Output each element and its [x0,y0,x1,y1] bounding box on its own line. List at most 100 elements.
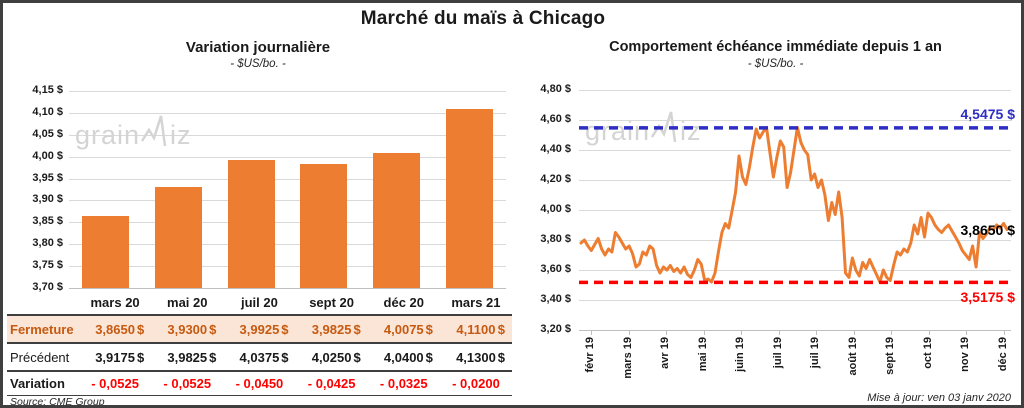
line-chart-x-tick-label: juil 19 [809,337,821,369]
line-chart-x-tick-label: mai 19 [696,337,709,372]
bar-chart: 4,15 $ 4,10 $ 4,05 $ 4,00 $ 3,95 $ 3,90 $ 3,85… [3,3,518,293]
table-cell: 4,1100 $ [440,322,512,337]
bar [81,215,129,288]
currency-symbol: $ [425,349,433,365]
cell-value: 3,9300 [167,321,208,337]
line-chart-title: Comportement échéance immédiate depuis 1… [609,39,942,55]
line-chart-x-tick-label: sept 19 [884,337,896,375]
watermark-text: grain [75,120,141,150]
column-header: sept 20 [309,295,354,310]
bar-chart-gridline [69,91,506,92]
column-header: mars 20 [90,295,140,310]
line-chart-y-tick-label: 3,60 $ [540,263,571,275]
line-chart-x-tick [928,330,930,335]
line-chart-x-tick-label: févr 19 [584,337,596,373]
bar-chart-y-tick-label: 4,05 $ [32,127,63,140]
line-chart-gridline [579,240,1011,241]
table-cell: 4,0250 $ [296,350,368,365]
table-cell: - 0,0200 [440,376,512,391]
line-chart-x-tick [628,330,630,335]
line-chart-plot [579,126,1011,285]
bar [446,108,494,288]
line-chart-gridline [579,180,1011,181]
line-chart-subtitle: - $US/bo. - [747,58,804,70]
table-cell: 3,9300 $ [151,322,223,337]
cell-value: 3,9825 [167,349,208,365]
bar-chart-y-tick-label: 3,70 $ [32,281,63,293]
table-cell: 3,9925 $ [223,322,295,337]
line-chart-gridline [579,300,1011,301]
watermark-text: iz [170,120,192,150]
table-divider [7,395,512,396]
price-series-line [579,126,1009,284]
table-row: Variation - 0,0525 - 0,0525 - 0,0450 - 0,042… [7,372,512,395]
row-label: Variation [10,376,65,391]
currency-symbol: $ [136,321,145,337]
column-header: mars 21 [451,295,501,310]
line-chart-y-tick-label: 3,80 $ [540,233,571,245]
bar-chart-title: Variation journalière [185,39,331,56]
bar-chart-gridline [69,156,506,158]
bar-chart-gridline [69,134,506,136]
cell-value: - 0,0425 [307,376,356,391]
table-cell: 3,8650 $ [79,322,151,337]
bar-chart-y-tick-label: 3,90 $ [32,193,63,206]
line-chart-x-tick [891,330,892,335]
watermark-logo: grain iz [585,109,702,146]
bar [373,153,421,288]
cell-value: 4,1300 [456,349,496,365]
cell-value: - 0,0525 [163,376,212,391]
page-title: Marché du maïs à Chicago [360,8,606,29]
line-chart-x-tick [966,330,967,335]
table-divider [7,342,512,344]
bar-chart-gridline [69,178,506,180]
line-chart-x-tick-label: oct 19 [921,337,934,369]
line-chart-x-tick [816,330,817,335]
table-cell: - 0,0450 [223,376,295,391]
watermark-logo: grain iz [75,113,192,150]
bar-chart-y-tick-label: 3,80 $ [32,237,63,250]
table-divider [7,314,512,316]
bar-chart-y-tick-label: 4,00 $ [32,149,63,162]
table-cell: - 0,0525 [151,376,223,391]
cell-value: 4,0375 [239,349,280,365]
bar-chart-gridline [69,266,506,268]
line-chart-x-tick-label: août 19 [846,337,859,376]
currency-symbol: $ [353,321,361,337]
table-cell: 4,0075 $ [368,322,440,337]
table-cell: 3,9825 $ [151,350,223,365]
table-cell: - 0,0525 [79,376,151,391]
line-chart-x-tick-label: déc 19 [996,337,1009,372]
price-table: mars 20 mai 20 juil 20 sept 20 déc 20 mars 21… [7,291,512,396]
table-cell: - 0,0425 [296,376,368,391]
bar-chart-y-tick-label: 4,15 $ [32,84,63,96]
cell-value: - 0,0200 [452,376,500,391]
line-chart-gridline [579,90,1011,91]
cell-value: 4,1100 [456,321,496,337]
watermark-text: iz [680,116,702,146]
table-cell: 3,9825 $ [296,322,368,337]
currency-symbol: $ [136,349,145,365]
currency-symbol: $ [281,349,289,365]
bar-chart-y-tick-label: 4,10 $ [32,105,63,118]
bar-chart-gridline [69,112,506,114]
line-chart-x-tick-label: juin 19 [734,337,746,372]
bar-chart-subtitle: - $US/bo. - [230,58,286,70]
table-row: Précédent 3,9175 $3,9825 $4,0375 $4,0250 $4,0… [7,344,512,370]
line-chart-x-tick-label: avr 19 [659,337,671,369]
line-chart-x-tick [741,330,742,335]
bar-chart-y-tick-label: 3,95 $ [32,171,63,184]
table-row: Fermeture 3,8650 $3,9300 $3,9925 $3,9825 $4,0… [7,316,512,342]
line-chart-y-tick-label: 3,20 $ [540,323,571,335]
line-chart-x-tick-label: mars 19 [621,337,634,379]
bar-chart-gridline [69,288,506,289]
watermark-spark-icon [141,115,167,147]
row-label: Précédent [10,349,70,365]
bar-chart-y-tick-label: 3,75 $ [32,259,63,272]
bar [300,164,348,288]
cell-value: 3,9825 [311,321,352,337]
cell-value: - 0,0450 [235,376,284,391]
column-header: juil 20 [241,295,278,310]
row-label: Fermeture [10,321,74,337]
